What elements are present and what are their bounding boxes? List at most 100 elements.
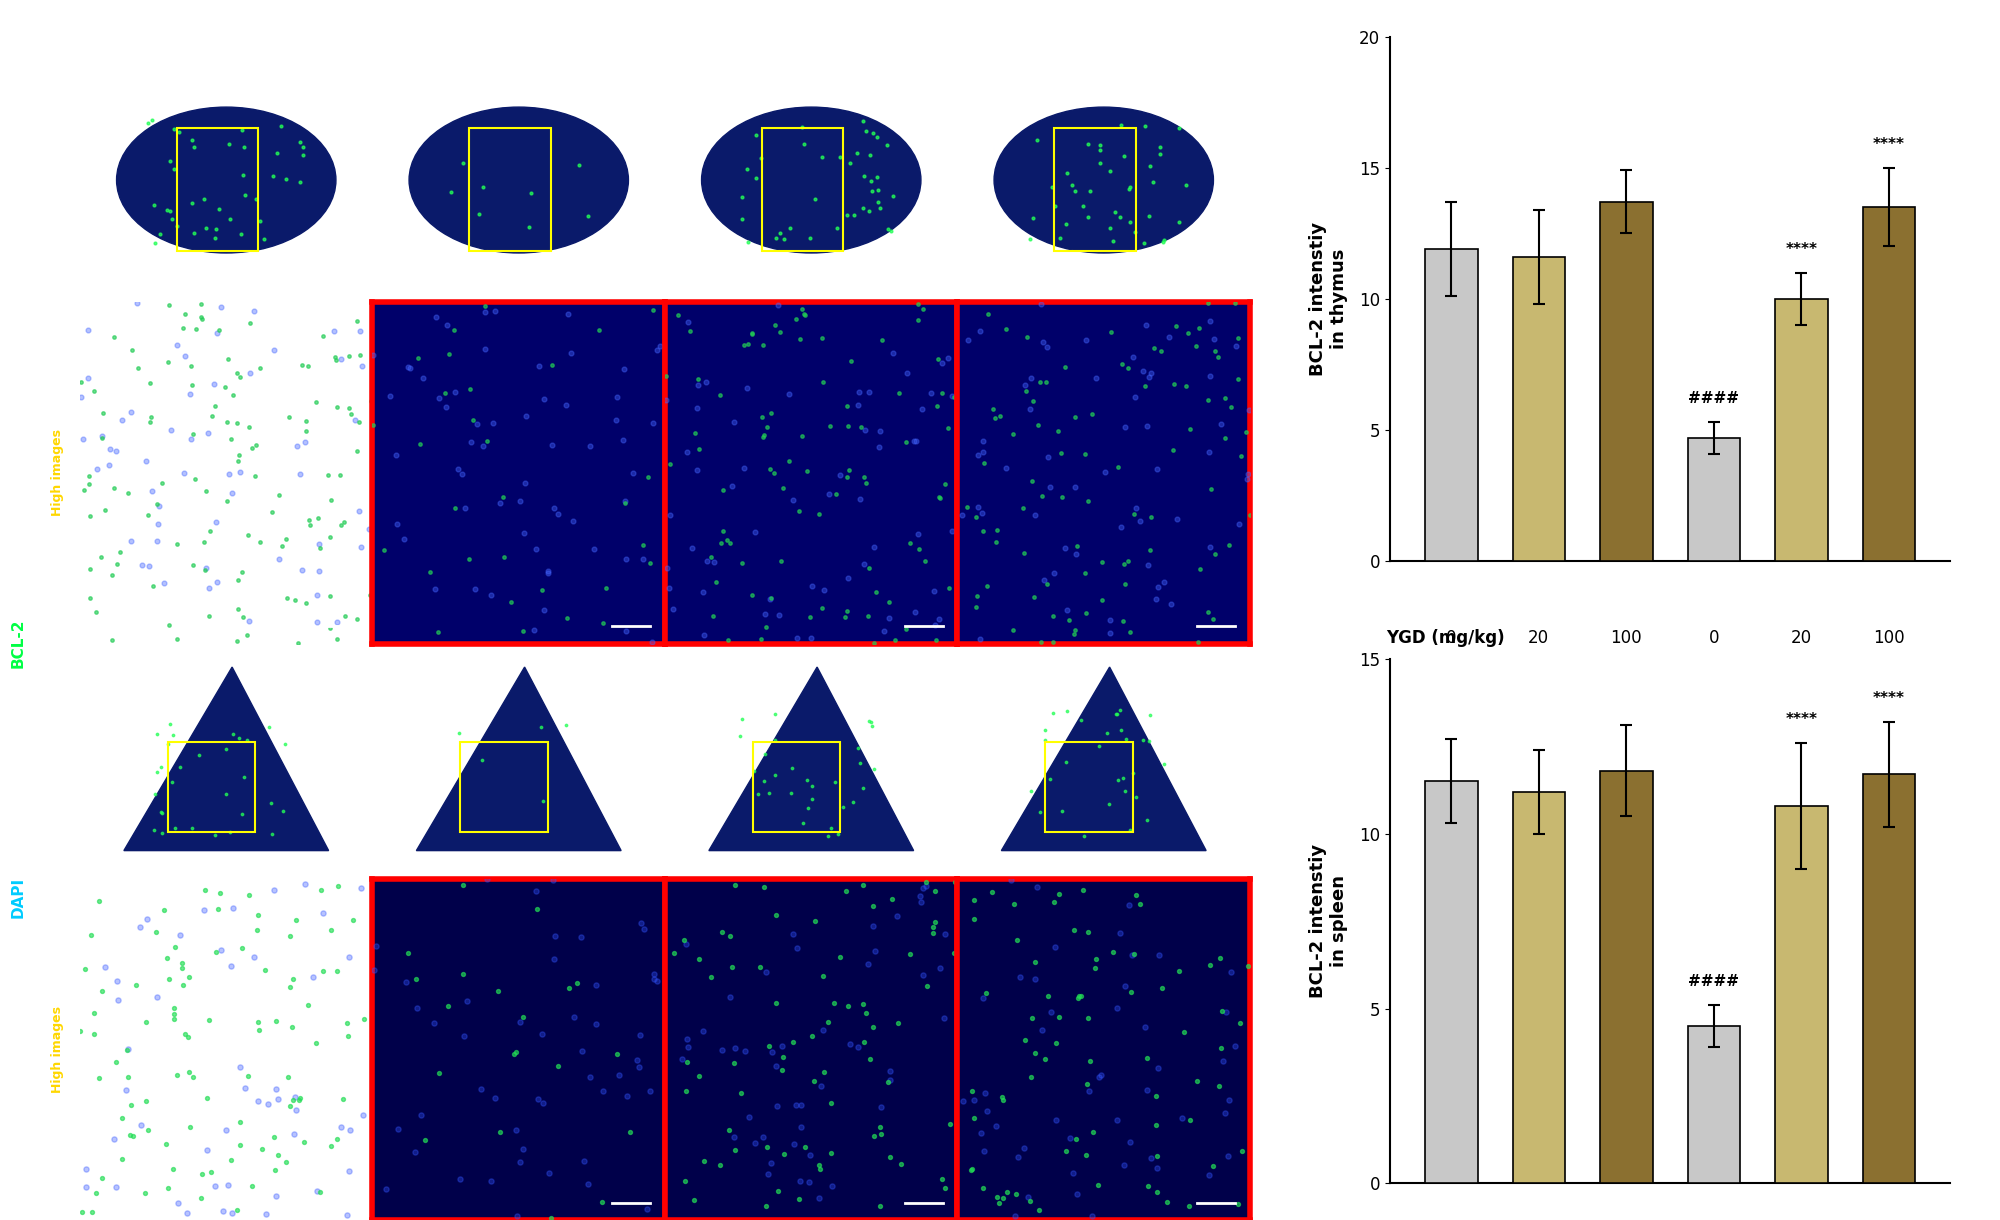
- Point: [1076, 294, 1108, 314]
- Point: [516, 306, 548, 326]
- Point: [1666, 357, 1698, 377]
- Bar: [1862, 775, 1916, 1183]
- Point: [1580, 24, 1612, 44]
- Bar: [1776, 805, 1828, 1183]
- Point: [1302, 249, 1334, 268]
- Point: [824, 222, 856, 242]
- Point: [1872, 439, 1904, 459]
- Text: YGD100+Cy: YGD100+Cy: [1044, 24, 1164, 43]
- Point: [1466, 888, 1498, 908]
- Point: [1056, 580, 1088, 599]
- Point: [1972, 349, 2000, 368]
- Point: [1324, 622, 1356, 642]
- Point: [1010, 752, 1042, 771]
- Point: [1310, 837, 1342, 856]
- Point: [1586, 20, 1618, 39]
- Point: [592, 116, 624, 135]
- Point: [1958, 449, 1990, 468]
- Text: Cy: Cy: [506, 24, 532, 43]
- Text: ****: ****: [1872, 691, 1904, 706]
- Point: [1946, 62, 1978, 82]
- Point: [1866, 398, 1898, 417]
- Text: ####: ####: [1688, 392, 1740, 406]
- Y-axis label: BCL-2 intenstiy
in spleen: BCL-2 intenstiy in spleen: [1310, 844, 1348, 998]
- Ellipse shape: [116, 107, 336, 253]
- Text: 100: 100: [1610, 630, 1642, 648]
- Ellipse shape: [994, 107, 1214, 253]
- Text: 0: 0: [1446, 630, 1456, 648]
- Text: High images: High images: [52, 1006, 64, 1093]
- Point: [1756, 45, 1788, 65]
- Text: 20: 20: [1790, 630, 1812, 648]
- Point: [1716, 315, 1748, 334]
- Point: [1328, 415, 1360, 434]
- Bar: [1426, 249, 1478, 561]
- Text: ####: ####: [1688, 975, 1740, 989]
- Point: [1300, 670, 1332, 689]
- Point: [1596, 976, 1628, 996]
- Point: [1582, 497, 1614, 516]
- Point: [1710, 915, 1742, 935]
- Point: [1978, 282, 2000, 301]
- Point: [1208, 587, 1240, 606]
- Point: [1536, 0, 1568, 4]
- Ellipse shape: [702, 107, 920, 253]
- Point: [1746, 57, 1778, 77]
- Bar: [1512, 257, 1566, 561]
- Text: High images: High images: [52, 429, 64, 516]
- Point: [1688, 387, 1720, 406]
- Polygon shape: [416, 667, 622, 850]
- Text: /: /: [10, 772, 28, 780]
- Point: [1916, 0, 1948, 4]
- Point: [1210, 195, 1242, 215]
- Point: [1618, 800, 1650, 820]
- Y-axis label: BCL-2 intenstiy
in thymus: BCL-2 intenstiy in thymus: [1310, 222, 1348, 376]
- Polygon shape: [708, 667, 914, 850]
- Point: [1632, 946, 1664, 965]
- Point: [1100, 888, 1132, 908]
- Text: Thymus: Thymus: [52, 157, 64, 212]
- Point: [1094, 426, 1126, 445]
- Point: [1728, 623, 1760, 643]
- Point: [1636, 470, 1668, 489]
- Bar: [1512, 792, 1566, 1183]
- Point: [1058, 855, 1090, 875]
- Point: [1820, 1003, 1852, 1022]
- Point: [1540, 789, 1572, 809]
- Bar: [1776, 299, 1828, 561]
- Point: [1874, 353, 1906, 372]
- Point: [1984, 581, 2000, 600]
- Point: [1440, 731, 1472, 750]
- Polygon shape: [1002, 667, 1206, 850]
- Bar: [1862, 207, 1916, 561]
- Point: [1228, 288, 1260, 307]
- Point: [1952, 342, 1984, 361]
- Point: [318, 969, 350, 988]
- Point: [1702, 196, 1734, 216]
- Point: [1178, 978, 1210, 998]
- Point: [696, 274, 728, 294]
- Point: [1616, 337, 1648, 356]
- Text: 0: 0: [1708, 630, 1720, 648]
- Point: [1954, 217, 1986, 237]
- Point: [1256, 133, 1288, 152]
- Point: [1354, 46, 1386, 66]
- Point: [1448, 828, 1480, 848]
- Point: [1754, 518, 1786, 538]
- Text: 100: 100: [1872, 630, 1904, 648]
- Text: ****: ****: [1786, 712, 1818, 727]
- Point: [536, 741, 568, 760]
- Point: [1688, 287, 1720, 306]
- Point: [352, 798, 384, 817]
- Text: 20: 20: [1528, 630, 1550, 648]
- Point: [1870, 392, 1902, 411]
- Point: [1270, 34, 1302, 54]
- Point: [974, 686, 1006, 705]
- Point: [1840, 145, 1872, 165]
- Bar: [1688, 1026, 1740, 1183]
- Point: [1398, 605, 1430, 625]
- Point: [1382, 218, 1414, 238]
- Point: [1368, 404, 1400, 423]
- Point: [1684, 165, 1716, 184]
- Point: [1502, 844, 1534, 864]
